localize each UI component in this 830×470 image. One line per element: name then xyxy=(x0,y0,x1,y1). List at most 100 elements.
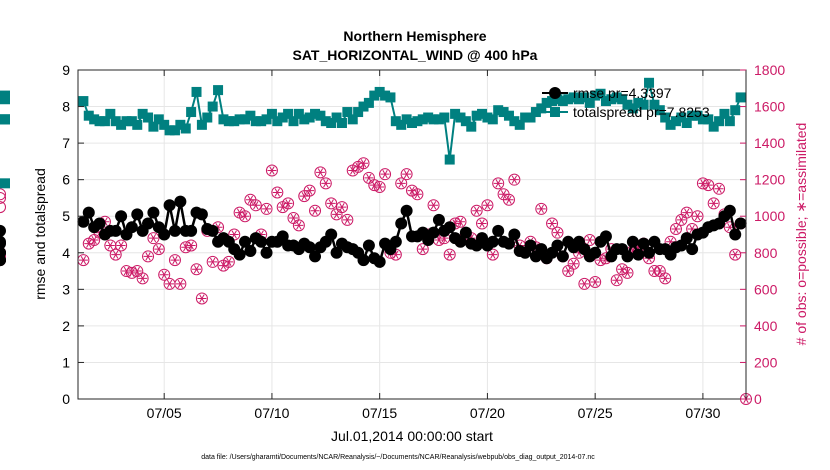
y-left-tick-label: 2 xyxy=(62,318,70,334)
assimilated-obs-marker xyxy=(698,179,708,188)
totalspread-point xyxy=(272,116,283,127)
totalspread-point xyxy=(234,114,245,125)
possible-obs-marker xyxy=(713,182,726,195)
assimilated-obs-marker xyxy=(229,230,239,239)
y-right-tick-label: 200 xyxy=(754,354,778,370)
totalspread-point xyxy=(660,112,671,123)
totalspread-point xyxy=(137,108,148,119)
totalspread-point xyxy=(687,110,698,121)
totalspread-point xyxy=(536,103,547,114)
possible-obs-marker xyxy=(729,248,742,261)
assimilated-obs-marker xyxy=(78,255,88,265)
y-axis-right-label: # of obs: o=possible; ∗=assimilated xyxy=(793,123,809,346)
x-tick-label: 07/25 xyxy=(578,405,613,421)
y-right-tick-label: 800 xyxy=(754,245,778,261)
totalspread-point xyxy=(121,116,132,127)
totalspread-point xyxy=(336,118,347,129)
assimilated-obs-marker xyxy=(116,241,126,250)
totalspread-point xyxy=(428,114,439,125)
totalspread-point xyxy=(681,118,692,129)
assimilated-obs-marker xyxy=(585,235,595,245)
y-left-tick-label: 6 xyxy=(62,172,70,188)
totalspread-point xyxy=(385,92,396,103)
x-tick-label: 07/10 xyxy=(254,405,289,421)
totalspread-point xyxy=(299,114,310,125)
assimilated-obs-marker xyxy=(536,204,546,214)
possible-obs-marker xyxy=(319,177,332,190)
assimilated-obs-marker xyxy=(332,210,342,219)
y-right-tick-label: 400 xyxy=(754,318,778,334)
totalspread-point xyxy=(94,116,105,127)
assimilated-obs-marker xyxy=(596,255,606,265)
x-tick-label: 07/15 xyxy=(362,405,397,421)
possible-obs-marker xyxy=(303,184,316,197)
rmse-point xyxy=(632,248,645,261)
rmse-point xyxy=(244,244,257,257)
totalspread-point xyxy=(256,116,267,127)
possible-obs-marker xyxy=(680,206,693,219)
assimilated-obs-marker xyxy=(224,257,234,267)
totalspread-point xyxy=(509,116,520,127)
y-left-tick-label: 4 xyxy=(62,245,70,261)
y-axis-left-label: rmse and totalspread xyxy=(32,168,48,300)
totalspread-point xyxy=(547,96,558,107)
totalspread-point xyxy=(606,94,617,105)
assimilated-obs-marker xyxy=(272,188,282,197)
chart-title: Northern Hemisphere xyxy=(343,28,486,44)
totalspread-point xyxy=(450,108,461,119)
totalspread-point xyxy=(439,112,450,123)
assimilated-obs-marker xyxy=(676,215,686,225)
rmse-point xyxy=(109,224,122,237)
possible-obs-marker xyxy=(195,292,208,305)
totalspread-point xyxy=(417,114,428,125)
possible-obs-marker xyxy=(249,199,262,212)
totalspread-point xyxy=(229,116,240,127)
totalspread-point xyxy=(169,125,180,136)
totalspread-point xyxy=(611,92,622,103)
possible-obs-marker xyxy=(691,210,704,223)
possible-obs-marker xyxy=(314,166,327,179)
assimilated-obs-marker xyxy=(364,173,374,182)
assimilated-obs-marker xyxy=(240,212,250,221)
totalspread-point xyxy=(207,101,218,112)
assimilated-obs-marker xyxy=(283,199,293,208)
assimilated-obs-marker xyxy=(299,191,309,201)
assimilated-obs-marker xyxy=(294,221,304,230)
assimilated-obs-marker xyxy=(288,213,298,223)
totalspread-point xyxy=(153,114,164,125)
totalspread-point xyxy=(374,86,385,97)
possible-obs-marker xyxy=(265,164,278,177)
totalspread-point xyxy=(175,119,186,130)
rmse-point xyxy=(0,254,6,267)
rmse-point xyxy=(400,204,413,217)
totalspread-point xyxy=(407,118,417,129)
rmse-point xyxy=(147,206,160,219)
rmse-point xyxy=(389,235,402,248)
rmse-point xyxy=(357,254,370,267)
assimilated-obs-marker xyxy=(245,195,255,204)
rmse-point xyxy=(589,246,602,259)
totalspread-point xyxy=(358,101,369,112)
rmse-point xyxy=(443,221,456,234)
possible-obs-marker xyxy=(502,193,515,206)
assimilated-obs-marker xyxy=(197,294,207,303)
rmse-point xyxy=(0,237,6,250)
totalspread-point xyxy=(315,110,326,121)
totalspread-point xyxy=(644,77,655,88)
assimilated-obs-marker xyxy=(305,186,315,195)
totalspread-point xyxy=(277,112,288,123)
rmse-point xyxy=(535,243,548,256)
totalspread-point xyxy=(186,107,197,118)
possible-obs-marker xyxy=(610,274,623,287)
rmse-point xyxy=(486,235,499,248)
totalspread-point xyxy=(105,108,116,119)
possible-obs-marker xyxy=(0,188,6,201)
totalspread-point xyxy=(520,112,531,123)
possible-obs-marker xyxy=(158,268,171,281)
totalspread-point xyxy=(304,112,315,123)
rmse-point xyxy=(621,250,634,263)
totalspread-point xyxy=(455,112,466,123)
assimilated-obs-marker xyxy=(499,190,509,199)
rmse-point xyxy=(556,250,569,263)
y-right-tick-label: 1600 xyxy=(754,99,785,115)
